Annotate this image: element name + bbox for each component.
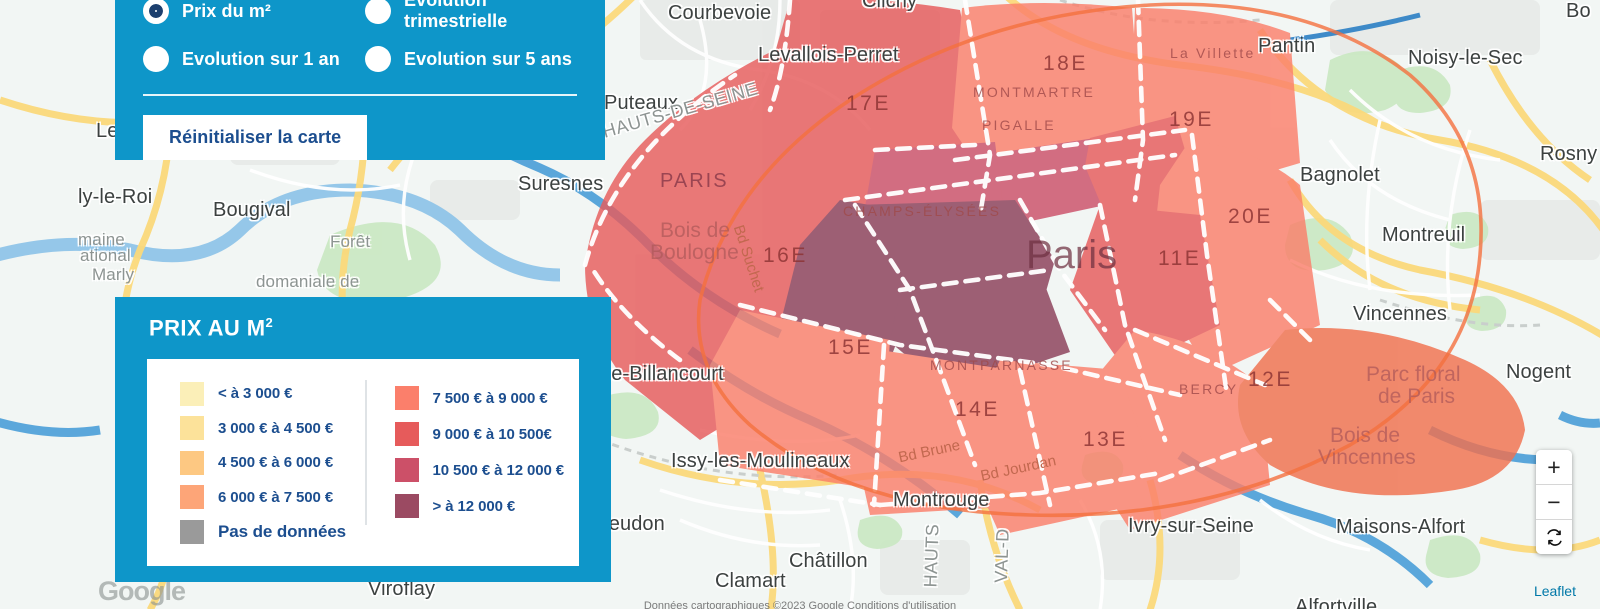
legend-label: 4 500 € à 6 000 €: [218, 454, 334, 472]
legend-swatch: [394, 494, 419, 519]
radio-label-prix-du-m2: Prix du m²: [182, 0, 272, 21]
radio-dot-evolution-sur-1-an[interactable]: [143, 46, 169, 72]
legend-row-right-1[interactable]: 9 000 € à 10 500€: [394, 416, 580, 452]
legend-row-right-3[interactable]: > à 12 000 €: [394, 488, 580, 524]
legend-label: 10 500 € à 12 000 €: [432, 461, 565, 479]
reset-map-button[interactable]: Réinitialiser la carte: [143, 115, 368, 160]
map-bottom-attribution: Données cartographiques ©2023 Google Con…: [643, 600, 957, 609]
legend-swatch: [394, 386, 419, 411]
choropleth-layer: [585, 0, 1525, 535]
legend-label: 6 000 € à 7 500 €: [218, 488, 334, 506]
radio-option-evolution-sur-5-ans[interactable]: Evolution sur 5 ans: [365, 38, 577, 80]
legend-swatch: [394, 422, 419, 447]
legend-title: PRIX AU M2: [149, 315, 579, 341]
arrondissement-borders: [582, 0, 1313, 508]
legend-row-left-2[interactable]: 4 500 € à 6 000 €: [180, 446, 365, 481]
legend-title-text: PRIX AU M: [149, 315, 266, 341]
legend-panel: PRIX AU M2 < à 3 000 € 3 000 € à 4 500 € 4…: [115, 297, 611, 582]
legend-swatch: [180, 485, 204, 510]
legend-label: 3 000 € à 4 500 €: [218, 419, 334, 437]
legend-row-left-0[interactable]: < à 3 000 €: [180, 376, 365, 411]
legend-title-superscript: 2: [265, 315, 274, 330]
radio-dot-evolution-sur-5-ans[interactable]: [365, 46, 391, 72]
legend-swatch: [394, 458, 419, 483]
legend-swatch: [180, 381, 204, 406]
radio-option-evolution-trimestrielle[interactable]: Evolution trimestrielle: [365, 0, 577, 32]
radio-option-evolution-sur-1-an[interactable]: Evolution sur 1 an: [143, 38, 365, 80]
map-zoom-controls[interactable]: + −: [1536, 450, 1572, 554]
radio-label-evolution-sur-1-an: Evolution sur 1 an: [182, 48, 340, 69]
legend-swatch: [180, 520, 204, 544]
zoom-in-button[interactable]: +: [1536, 450, 1572, 485]
legend-swatch: [180, 416, 204, 441]
legend-label: 9 000 € à 10 500€: [432, 425, 552, 443]
refresh-icon: [1546, 528, 1562, 546]
legend-column-left: < à 3 000 € 3 000 € à 4 500 € 4 500 € à 6 …: [147, 376, 365, 549]
panel-divider: [143, 94, 577, 96]
map-reset-button[interactable]: [1536, 520, 1572, 554]
legend-label: 7 500 € à 9 000 €: [432, 389, 548, 407]
legend-label: > à 12 000 €: [432, 497, 516, 515]
legend-row-right-0[interactable]: 7 500 € à 9 000 €: [394, 380, 580, 416]
radio-label-evolution-sur-5-ans: Evolution sur 5 ans: [404, 48, 572, 69]
legend-column-right: 7 500 € à 9 000 € 9 000 € à 10 500€ 10 500…: [364, 380, 580, 526]
zoom-out-button[interactable]: −: [1536, 485, 1572, 520]
radio-dot-prix-du-m2[interactable]: [143, 0, 169, 24]
radio-dot-evolution-trimestrielle[interactable]: [365, 0, 391, 24]
radio-option-prix-du-m2[interactable]: Prix du m²: [143, 0, 365, 32]
legend-swatch: [180, 450, 204, 475]
leaflet-attribution-link[interactable]: Leaflet: [1533, 583, 1576, 599]
criteria-radio-group: Prix du m² Evolution trimestrielle Evoluti…: [143, 0, 577, 80]
radio-label-evolution-trimestrielle: Evolution trimestrielle: [404, 0, 508, 31]
legend-row-left-4[interactable]: Pas de données: [180, 515, 365, 550]
legend-row-left-3[interactable]: 6 000 € à 7 500 €: [180, 480, 365, 515]
legend-row-right-2[interactable]: 10 500 € à 12 000 €: [394, 452, 580, 488]
map-filter-panel: Prix du m² Evolution trimestrielle Evoluti…: [115, 0, 605, 160]
legend-label: < à 3 000 €: [218, 385, 293, 403]
legend-label: Pas de données: [218, 522, 347, 541]
legend-row-left-1[interactable]: 3 000 € à 4 500 €: [180, 411, 365, 446]
legend-card: < à 3 000 € 3 000 € à 4 500 € 4 500 € à 6 …: [147, 359, 580, 567]
